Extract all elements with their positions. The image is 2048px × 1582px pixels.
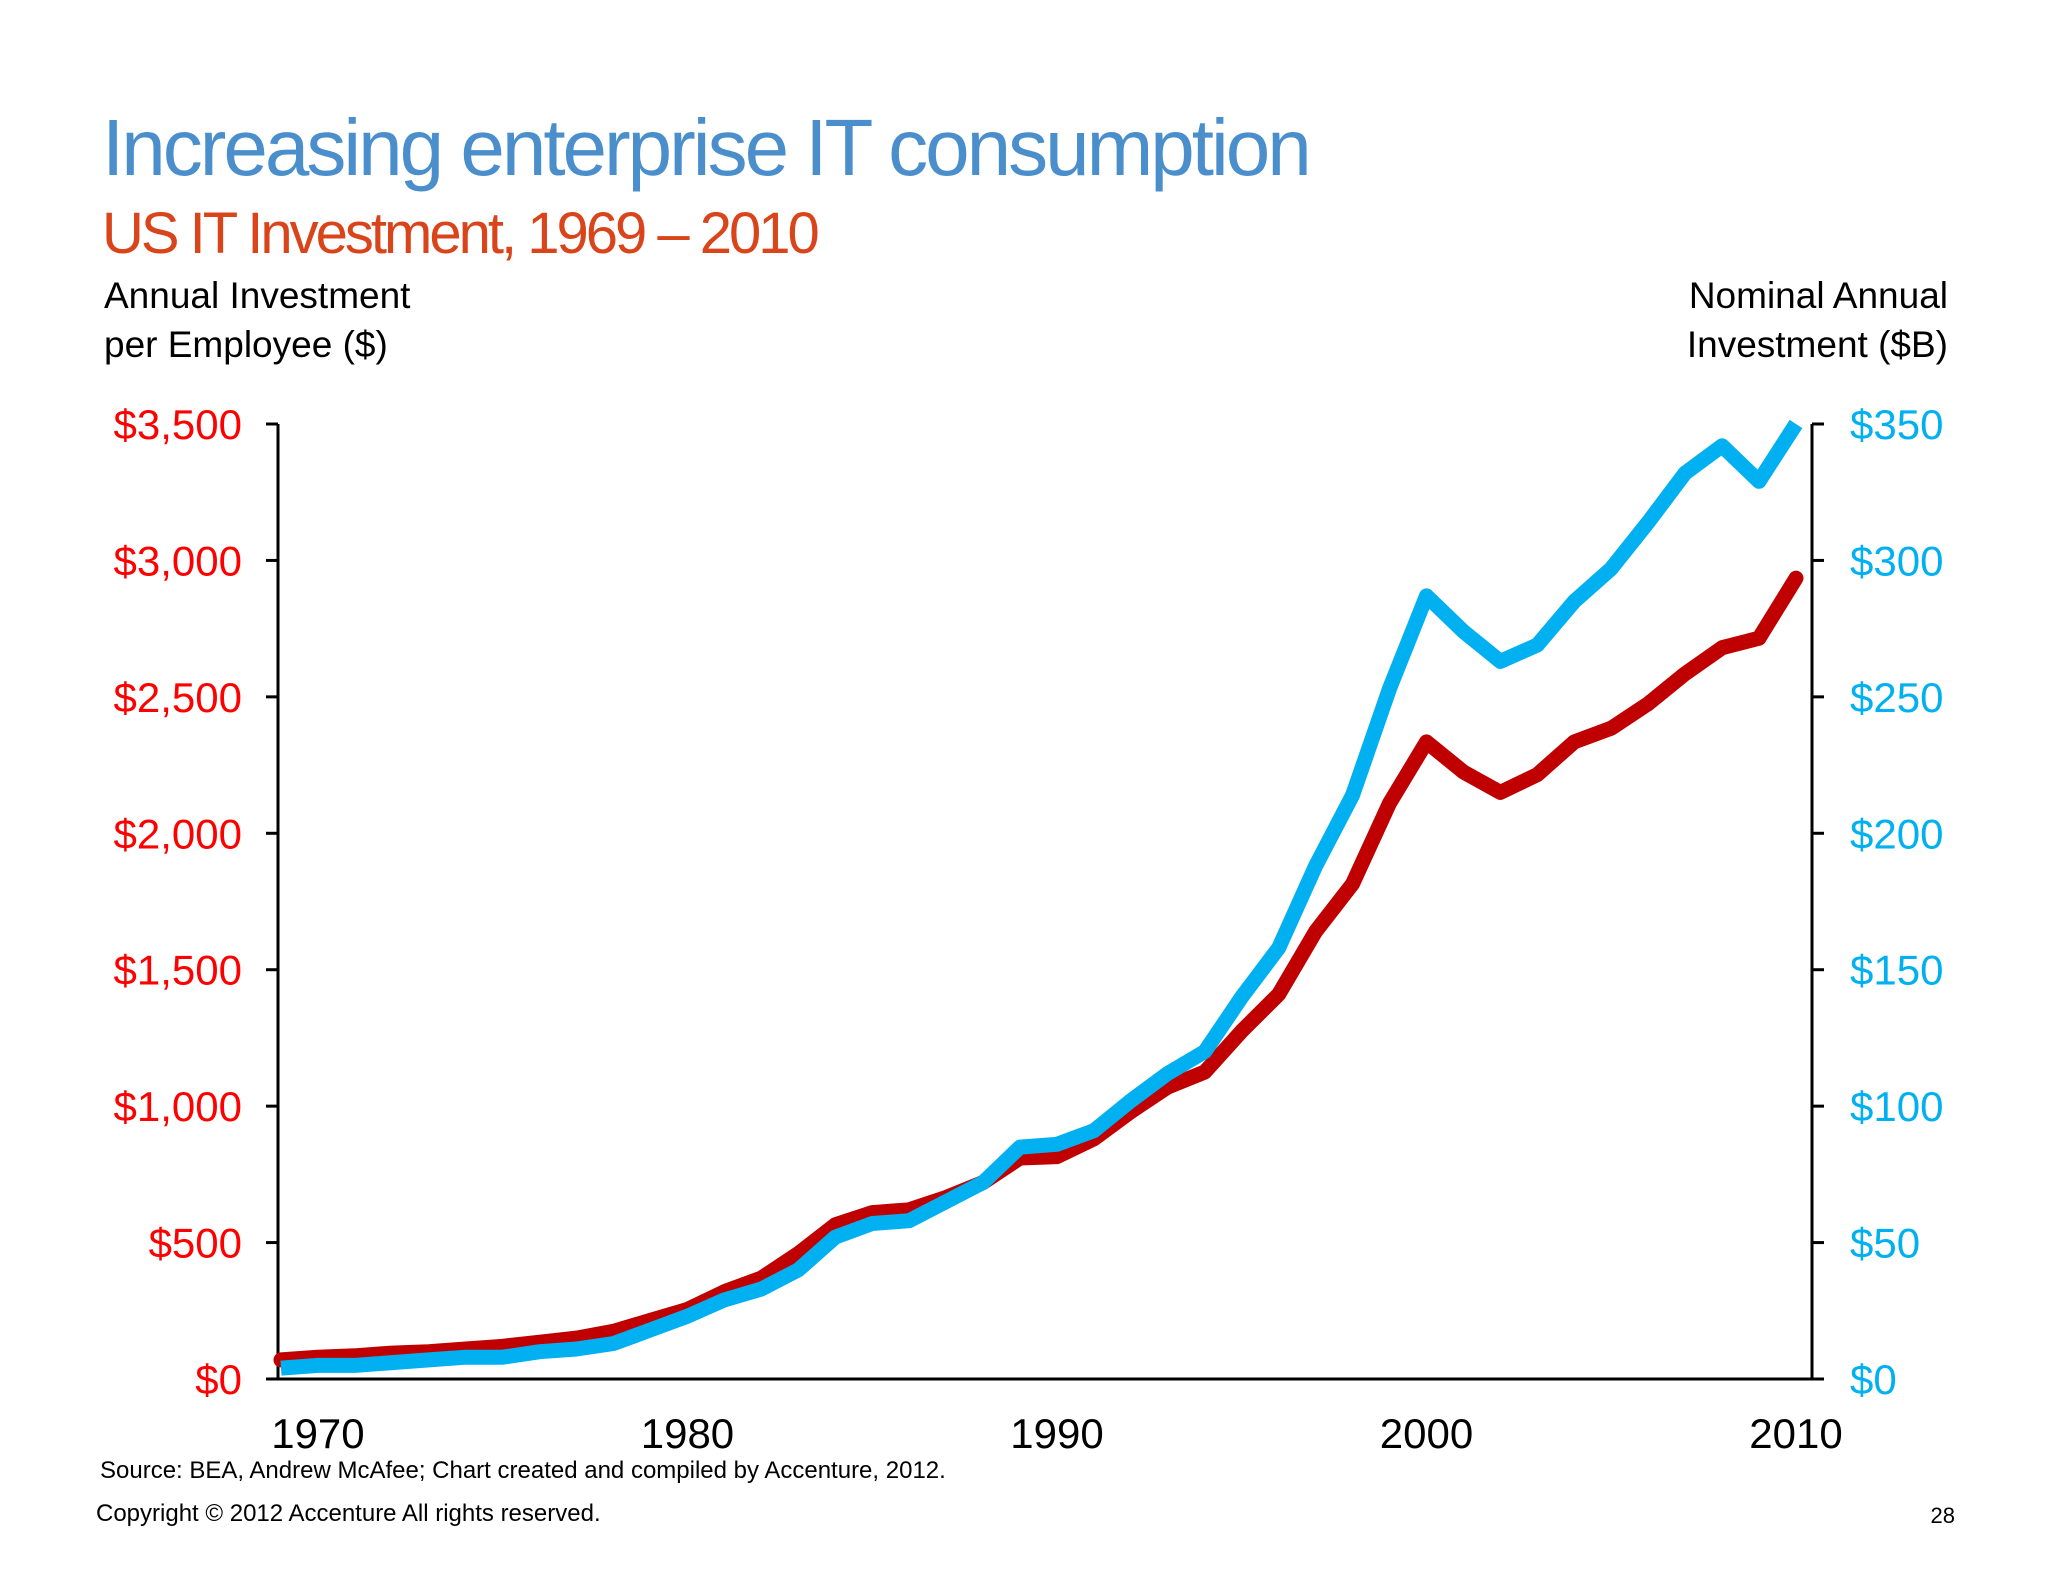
copyright: Copyright © 2012 Accenture All rights re… xyxy=(96,1500,601,1527)
chart-title: Increasing enterprise IT consumption xyxy=(102,103,1309,192)
left-tick-label: $2,500 xyxy=(114,674,242,721)
x-tick-label: 1980 xyxy=(641,1410,734,1457)
right-tick-label: $250 xyxy=(1850,674,1943,721)
left-tick-label: $1,000 xyxy=(114,1083,242,1130)
x-tick-label: 1970 xyxy=(271,1410,364,1457)
right-tick-label: $300 xyxy=(1850,537,1943,584)
right-axis-label-line1: Nominal Annual xyxy=(1689,275,1948,316)
right-tick-label: $100 xyxy=(1850,1083,1943,1130)
left-axis-label-line2: per Employee ($) xyxy=(104,324,388,365)
right-tick-label: $200 xyxy=(1850,810,1943,857)
left-axis-label-line1: Annual Investment xyxy=(104,275,411,316)
left-tick-label: $3,000 xyxy=(114,537,242,584)
series-line-per-employee xyxy=(273,570,1804,1368)
left-tick-label: $0 xyxy=(195,1356,242,1403)
series-line-nominal xyxy=(280,419,1803,1376)
chart-subtitle: US IT Investment, 1969 – 2010 xyxy=(102,201,817,266)
left-tick-label: $1,500 xyxy=(114,947,242,994)
right-tick-label: $350 xyxy=(1850,401,1943,448)
left-tick-label: $500 xyxy=(149,1220,242,1267)
x-tick-label: 2010 xyxy=(1749,1410,1842,1457)
left-tick-label: $3,500 xyxy=(114,401,242,448)
page-number: 28 xyxy=(1931,1503,1955,1528)
source-note: Source: BEA, Andrew McAfee; Chart create… xyxy=(100,1457,946,1484)
left-tick-label: $2,000 xyxy=(114,810,242,857)
right-tick-label: $0 xyxy=(1850,1356,1897,1403)
right-tick-label: $150 xyxy=(1850,947,1943,994)
right-tick-label: $50 xyxy=(1850,1220,1920,1267)
x-tick-label: 2000 xyxy=(1380,1410,1473,1457)
x-tick-label: 1990 xyxy=(1010,1410,1103,1457)
right-axis-label-line2: Investment ($B) xyxy=(1687,324,1948,365)
